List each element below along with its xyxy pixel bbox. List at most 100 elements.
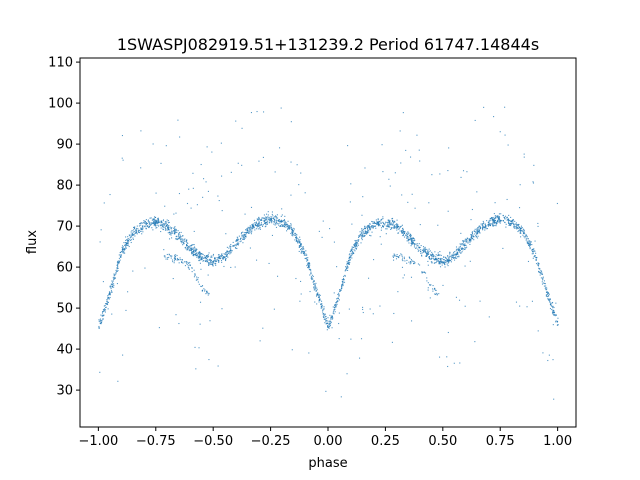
x-tick-label: 0.50 (428, 434, 457, 449)
data-point (439, 262, 441, 264)
data-point (317, 293, 319, 296)
data-point (314, 285, 316, 287)
data-point (278, 219, 280, 221)
outlier-point (196, 204, 198, 206)
data-point (192, 250, 194, 252)
data-point (272, 217, 274, 219)
data-point (280, 219, 282, 221)
outlier-point (250, 112, 253, 114)
data-point (399, 230, 401, 232)
data-point (220, 257, 222, 259)
outlier-point (442, 284, 444, 286)
data-point (215, 264, 217, 266)
data-point-secondary (434, 289, 436, 291)
data-point (479, 228, 481, 230)
data-point-secondary (204, 289, 206, 291)
data-point (186, 244, 188, 246)
outlier-point (206, 146, 208, 148)
data-point (154, 222, 156, 224)
data-point (243, 235, 245, 237)
data-point (549, 301, 551, 303)
outlier-point (350, 338, 352, 340)
data-point (354, 246, 356, 248)
data-point (387, 225, 389, 228)
data-point (393, 224, 395, 226)
data-point (348, 254, 350, 256)
data-point (407, 240, 409, 242)
data-point (366, 233, 368, 235)
data-point (121, 250, 123, 252)
data-point (313, 280, 315, 283)
data-point (174, 229, 176, 231)
data-point (438, 254, 440, 256)
outlier-point (322, 220, 324, 222)
data-point (120, 254, 122, 257)
data-point (138, 231, 140, 233)
data-point (360, 234, 362, 237)
data-point-secondary (201, 285, 204, 287)
data-point (514, 223, 516, 225)
y-tick-label: 70 (56, 220, 73, 235)
data-point (300, 244, 302, 246)
data-point (270, 220, 272, 222)
data-point (462, 240, 464, 242)
data-point (532, 251, 534, 253)
data-point (352, 252, 355, 254)
data-point (407, 233, 409, 236)
data-point (541, 272, 543, 274)
data-point (449, 256, 451, 258)
outlier-point (144, 267, 146, 269)
data-point (447, 259, 449, 261)
data-point (141, 226, 144, 228)
data-point (179, 234, 181, 236)
data-point (208, 262, 210, 265)
data-point (420, 250, 422, 252)
outlier-point (192, 172, 194, 174)
data-point (458, 246, 460, 248)
data-point (236, 240, 238, 242)
data-point (476, 237, 479, 239)
outlier-point (300, 280, 302, 282)
data-point (149, 217, 151, 219)
data-point (245, 232, 247, 234)
data-point (478, 229, 480, 231)
data-point (275, 222, 277, 224)
outlier-point (506, 198, 508, 201)
data-point (295, 240, 297, 243)
data-point-secondary (194, 274, 196, 277)
data-point (527, 243, 529, 245)
data-point (372, 225, 375, 227)
data-point (124, 246, 127, 248)
outlier-point (165, 145, 167, 147)
data-point (491, 224, 493, 226)
data-point-secondary (207, 294, 209, 296)
data-point (447, 256, 449, 258)
data-point (312, 278, 314, 280)
outlier-point (160, 162, 162, 164)
data-point (491, 219, 493, 221)
data-point (147, 225, 149, 227)
data-point (106, 299, 108, 301)
outlier-point (403, 274, 405, 276)
data-point (113, 286, 115, 288)
data-point (326, 329, 328, 331)
outlier-point (489, 224, 491, 226)
data-point (259, 219, 261, 221)
outlier-point (140, 130, 142, 132)
data-point (367, 229, 369, 231)
data-point (403, 232, 405, 234)
data-point (353, 249, 355, 251)
data-point (380, 229, 382, 231)
data-point (496, 221, 498, 223)
data-point (246, 231, 248, 233)
outlier-point (193, 230, 195, 232)
data-point-secondary (394, 254, 396, 256)
data-point (287, 226, 289, 228)
data-point-secondary (406, 262, 408, 264)
data-point-secondary (393, 253, 395, 255)
data-point (186, 240, 188, 242)
data-point (345, 269, 347, 271)
data-point (167, 226, 170, 228)
data-point (331, 315, 333, 317)
data-point (125, 242, 127, 244)
